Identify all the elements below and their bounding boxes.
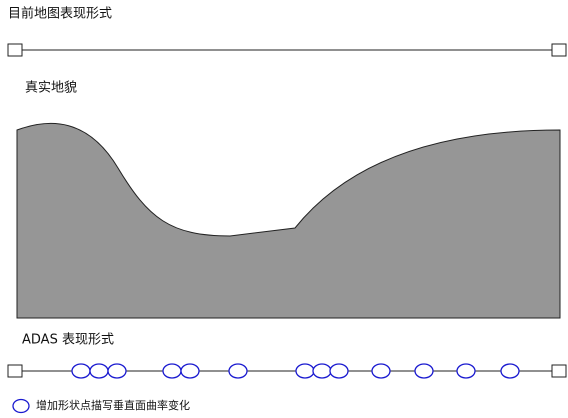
shape-point — [180, 363, 200, 379]
shape-point — [456, 363, 476, 379]
legend-marker — [12, 398, 30, 414]
shape-point — [162, 363, 182, 379]
shape-point — [71, 363, 91, 379]
shape-point — [228, 363, 248, 379]
shape-point — [295, 363, 315, 379]
shape-point — [312, 363, 332, 379]
shape-point — [371, 363, 391, 379]
shape-point — [414, 363, 434, 379]
legend-label: 增加形状点描写垂直面曲率变化 — [36, 398, 190, 412]
shape-point — [89, 363, 109, 379]
shape-point — [329, 363, 349, 379]
terrain-label: 真实地貌 — [25, 81, 77, 96]
shape-point — [500, 363, 520, 379]
current-label: 目前地图表现形式 — [8, 6, 112, 22]
current-line — [7, 43, 567, 57]
shape-point — [107, 363, 127, 379]
terrain-shape — [16, 122, 561, 319]
shape-points — [71, 363, 520, 379]
adas-label: ADAS 表现形式 — [22, 333, 114, 348]
